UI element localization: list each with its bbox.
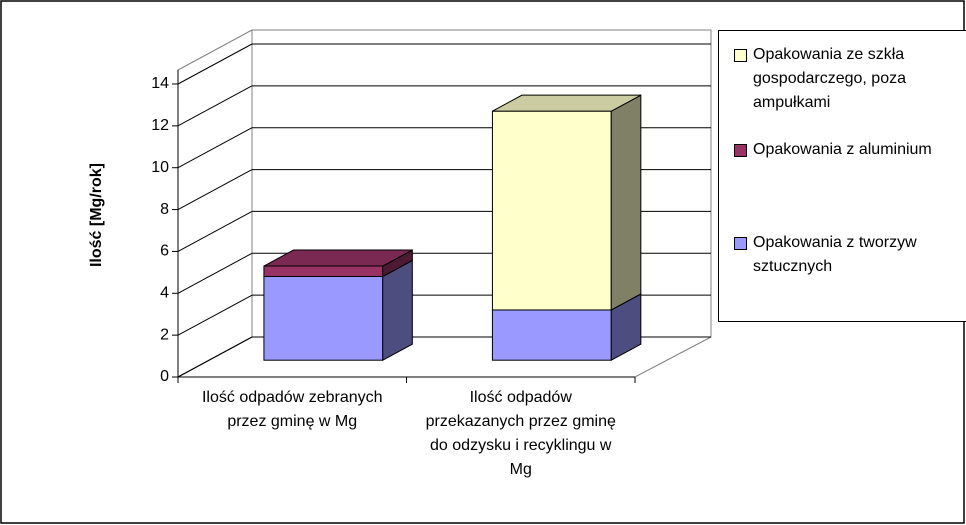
legend-swatch [734,237,747,250]
bar-side [610,94,642,311]
y-tick-label: 2 [160,326,169,343]
grid-line [177,336,253,378]
y-axis-label: Ilość [Mg/rok] [88,163,105,267]
y-tick-label: 14 [151,75,169,92]
x-tick-label: Ilość odpadów przekazanych przez gminę d… [425,389,616,478]
y-tick-label: 10 [151,159,169,176]
bar [491,309,612,361]
legend-entry: Opakowania z tworzyw sztucznych [734,231,966,279]
grid-line [177,43,253,85]
y-tick-label: 6 [160,243,169,260]
bar [263,275,384,361]
legend-label: Opakowania z aluminium [753,141,932,158]
bar-top [263,249,413,267]
y-tick-label: 12 [151,117,169,134]
legend-label: Opakowania ze szkła gospodarczego, poza … [753,46,906,111]
grid-line [177,85,253,127]
bar [491,110,612,311]
bar-side [382,259,413,362]
legend-entry: Opakowania ze szkła gospodarczego, poza … [734,43,966,115]
legend-swatch [734,144,747,157]
legend-entry: Opakowania z aluminium [734,138,966,162]
x-tick-label: Ilość odpadów zebranych przez gminę w Mg [201,389,383,430]
y-tick-label: 8 [160,201,169,218]
grid-line [177,210,253,252]
bar-top [492,94,642,112]
legend-swatch [734,49,747,62]
grid-line [177,294,253,336]
grid-line [177,252,253,294]
grid-line [177,127,253,169]
legend-label: Opakowania z tworzyw sztucznych [753,234,917,275]
y-tick-label: 0 [160,368,169,385]
y-tick-label: 4 [160,285,169,302]
bar [263,265,384,277]
grid-line [177,169,253,211]
legend: Opakowania ze szkła gospodarczego, poza … [718,30,966,322]
